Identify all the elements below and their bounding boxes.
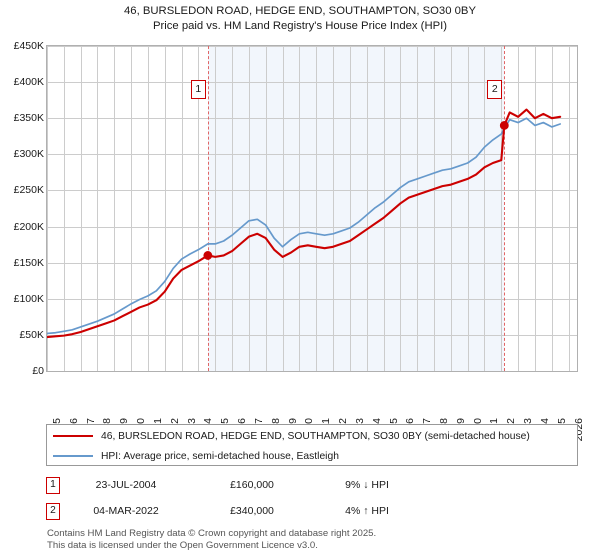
title-line-2: Price paid vs. HM Land Registry's House … xyxy=(152,20,448,32)
y-axis-labels: £0 £50K £100K £150K £200K £250K £300K £350K £400… xyxy=(0,40,44,377)
y-axis-tick-label: £50K xyxy=(19,328,44,341)
gridline-vertical xyxy=(80,46,82,371)
y-axis-tick-label: £400K xyxy=(13,76,44,89)
legend-label: HPI: Average price, semi-detached house,… xyxy=(101,450,339,462)
gridline-vertical xyxy=(299,46,301,371)
footer-line-2: This data is licensed under the Open Gov… xyxy=(47,539,318,551)
transaction-index-badge: 2 xyxy=(46,502,60,520)
gridline-vertical xyxy=(501,46,503,371)
gridline-vertical xyxy=(467,46,469,371)
gridline-horizontal xyxy=(47,334,577,336)
transaction-index-badge: 1 xyxy=(46,476,60,494)
gridline-horizontal xyxy=(47,226,577,228)
y-axis-tick-label: £450K xyxy=(13,40,44,52)
gridline-vertical xyxy=(147,46,149,371)
legend-item: HPI: Average price, semi-detached house,… xyxy=(47,446,577,466)
gridline-vertical xyxy=(164,46,166,371)
title-line-1: 46, BURSLEDON ROAD, HEDGE END, SOUTHAMPT… xyxy=(124,5,476,17)
y-axis-tick-label: £0 xyxy=(32,365,44,377)
y-axis-tick-label: £150K xyxy=(13,256,44,269)
gridline-vertical xyxy=(181,46,183,371)
gridline-vertical xyxy=(534,46,536,371)
footer-line-1: Contains HM Land Registry data © Crown c… xyxy=(47,528,377,539)
gridline-vertical xyxy=(248,46,250,371)
gridline-vertical xyxy=(232,46,234,371)
footer-attribution: Contains HM Land Registry data © Crown c… xyxy=(47,528,587,551)
table-row[interactable]: 2 04-MAR-2022 £340,000 4% ↑ HPI xyxy=(46,498,578,524)
y-axis-tick-label: £250K xyxy=(13,184,44,197)
sale-point-marker[interactable] xyxy=(203,251,213,260)
sale-event-line xyxy=(207,46,209,371)
y-axis-tick-label: £350K xyxy=(13,112,44,125)
sale-event-line xyxy=(504,46,506,371)
y-axis-tick-label: £300K xyxy=(13,148,44,161)
gridline-vertical xyxy=(484,46,486,371)
gridline-vertical xyxy=(316,46,318,371)
gridline-vertical xyxy=(198,46,200,371)
gridline-horizontal xyxy=(47,154,577,156)
gridline-horizontal xyxy=(47,190,577,192)
table-row[interactable]: 1 23-JUL-2004 £160,000 9% ↓ HPI xyxy=(46,472,578,498)
transaction-date: 04-MAR-2022 xyxy=(93,505,159,517)
transaction-hpi-delta: 9% ↓ HPI xyxy=(345,479,389,491)
y-axis-tick-label: £200K xyxy=(13,220,44,233)
gridline-vertical xyxy=(97,46,99,371)
chart-marker-1[interactable]: 1 xyxy=(190,80,206,99)
gridline-horizontal xyxy=(47,262,577,264)
legend-color-swatch xyxy=(53,455,93,457)
gridline-vertical xyxy=(265,46,267,371)
gridline-horizontal xyxy=(47,298,577,300)
transaction-table: 1 23-JUL-2004 £160,000 9% ↓ HPI 2 04-MAR-2022… xyxy=(46,472,578,524)
gridline-vertical xyxy=(47,46,48,371)
transaction-price: £160,000 xyxy=(230,479,274,491)
gridline-vertical xyxy=(568,46,570,371)
gridline-vertical xyxy=(450,46,452,371)
gridline-vertical xyxy=(215,46,217,371)
legend-color-swatch xyxy=(53,435,93,437)
gridline-vertical xyxy=(349,46,351,371)
gridline-vertical xyxy=(131,46,133,371)
sale-point-marker[interactable] xyxy=(499,121,509,130)
transaction-price: £340,000 xyxy=(230,505,274,517)
legend-item: 46, BURSLEDON ROAD, HEDGE END, SOUTHAMPT… xyxy=(47,426,577,446)
transaction-hpi-delta: 4% ↑ HPI xyxy=(345,505,389,517)
gridline-vertical xyxy=(551,46,553,371)
ownership-period-band xyxy=(207,46,505,371)
gridline-vertical xyxy=(383,46,385,371)
gridline-vertical xyxy=(400,46,402,371)
chart-legend: 46, BURSLEDON ROAD, HEDGE END, SOUTHAMPT… xyxy=(46,424,578,466)
chart-marker-2[interactable]: 2 xyxy=(487,80,503,99)
y-axis-tick-label: £100K xyxy=(13,292,44,305)
page-title: 46, BURSLEDON ROAD, HEDGE END, SOUTHAMPT… xyxy=(0,4,600,34)
gridline-vertical xyxy=(282,46,284,371)
gridline-vertical xyxy=(333,46,335,371)
gridline-horizontal xyxy=(47,118,577,120)
legend-label: 46, BURSLEDON ROAD, HEDGE END, SOUTHAMPT… xyxy=(101,430,530,442)
gridline-horizontal xyxy=(47,82,577,84)
gridline-vertical xyxy=(366,46,368,371)
gridline-vertical xyxy=(114,46,116,371)
gridline-vertical xyxy=(417,46,419,371)
series-line xyxy=(47,118,560,333)
gridline-vertical xyxy=(63,46,65,371)
gridline-horizontal xyxy=(47,46,577,47)
x-axis-labels: 1995199619971998199920002001200220032004… xyxy=(46,374,585,441)
transaction-date: 23-JUL-2004 xyxy=(95,479,157,491)
gridline-vertical xyxy=(433,46,435,371)
series-line xyxy=(47,110,560,338)
series-layer xyxy=(47,46,577,371)
gridline-vertical xyxy=(518,46,520,371)
